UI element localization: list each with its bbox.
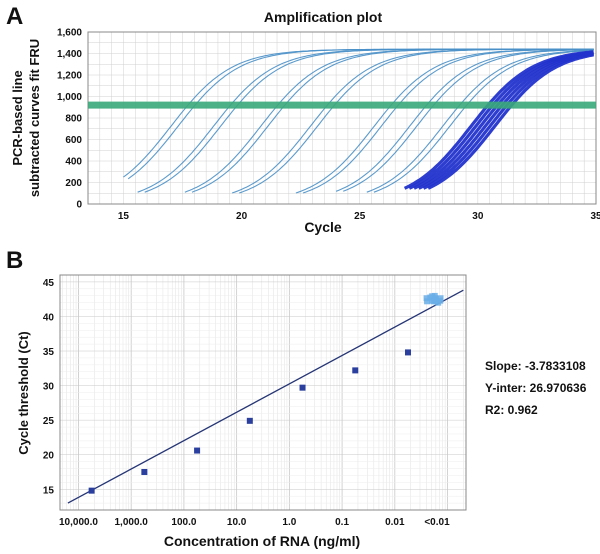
y-tick-label: 40 <box>43 312 55 323</box>
undetermined-point <box>437 295 444 302</box>
x-tick-label: 100.0 <box>171 517 196 528</box>
y-tick-label: 0 <box>76 200 82 211</box>
x-tick-label: 10.0 <box>227 517 247 528</box>
data-point <box>352 367 359 374</box>
x-tick-label: <0.01 <box>424 517 450 528</box>
panel-a-letter: A <box>6 3 23 30</box>
amplification-curve <box>366 49 594 193</box>
y-tick-label: 1,000 <box>57 92 82 103</box>
y-tick-label: 1,400 <box>57 49 82 60</box>
x-tick-label: 0.1 <box>335 517 349 528</box>
threshold-line <box>88 101 596 109</box>
amplification-curve <box>373 49 594 193</box>
panel-b-xlabel: Concentration of RNA (ng/ml) <box>164 533 360 549</box>
x-tick-label: 1.0 <box>282 517 296 528</box>
amplification-curve <box>335 49 594 192</box>
y-tick-label: 30 <box>43 382 55 393</box>
plot-frame <box>59 274 467 511</box>
y-tick-label: 200 <box>65 178 82 189</box>
y-tick-label: 45 <box>43 278 55 289</box>
undetermined-point <box>432 298 439 305</box>
x-tick-label: 25 <box>354 211 366 222</box>
y-tick-label: 1,600 <box>57 28 82 39</box>
y-tick-label: 15 <box>43 485 55 496</box>
y-tick-label: 35 <box>43 347 55 358</box>
undetermined-point <box>424 298 431 305</box>
amplification-curve <box>342 49 594 192</box>
panel-b-ylabel: Cycle threshold (Ct) <box>16 331 31 455</box>
r2-stat: R2: 0.962 <box>485 403 538 417</box>
panel-a-ylabel-line2: subtracted curves fit FRU <box>27 39 42 197</box>
y-tick-label: 20 <box>43 451 55 462</box>
data-point <box>194 447 201 454</box>
data-point <box>88 487 95 494</box>
y-tick-label: 400 <box>65 157 82 168</box>
x-tick-label: 10,000.0 <box>59 517 98 528</box>
plot-frame <box>87 31 597 205</box>
x-tick-label: 30 <box>472 211 484 222</box>
panel-a-ylabel-line1: PCR-based line <box>10 70 25 165</box>
panel-a-xlabel: Cycle <box>304 219 342 235</box>
x-tick-label: 15 <box>118 211 130 222</box>
y-tick-label: 800 <box>65 114 82 125</box>
undetermined-point <box>423 295 430 302</box>
panel-a-title: Amplification plot <box>264 9 383 25</box>
amplification-curve <box>239 48 594 194</box>
panel-a-plot: 0 200 400 600 800 1,000 1,200 1,400 1,600 15 20 25 3… <box>57 28 600 223</box>
data-point <box>246 417 253 424</box>
data-point <box>299 384 306 391</box>
y-tick-label: 25 <box>43 416 55 427</box>
amplification-curve <box>302 48 594 194</box>
panel-b-plot: 15 20 25 30 35 40 45 10,000.0 1,000.0 100.0 10.0 1.… <box>43 274 467 528</box>
slope-stat: Slope: -3.7833108 <box>485 359 586 373</box>
yinter-stat: Y-inter: 26.970636 <box>485 381 587 395</box>
x-tick-label: 1,000.0 <box>114 517 148 528</box>
x-tick-label: 20 <box>236 211 248 222</box>
panel-b-letter: B <box>6 247 23 274</box>
regression-line <box>67 289 464 504</box>
data-point <box>141 468 148 475</box>
x-tick-label: 0.01 <box>385 517 405 528</box>
undetermined-point <box>427 294 434 301</box>
x-tick-label: 35 <box>590 211 600 222</box>
amplification-curve <box>127 48 594 180</box>
y-tick-label: 600 <box>65 135 82 146</box>
data-point <box>405 349 411 356</box>
undetermined-point <box>431 295 438 302</box>
y-tick-label: 1,200 <box>57 71 82 82</box>
